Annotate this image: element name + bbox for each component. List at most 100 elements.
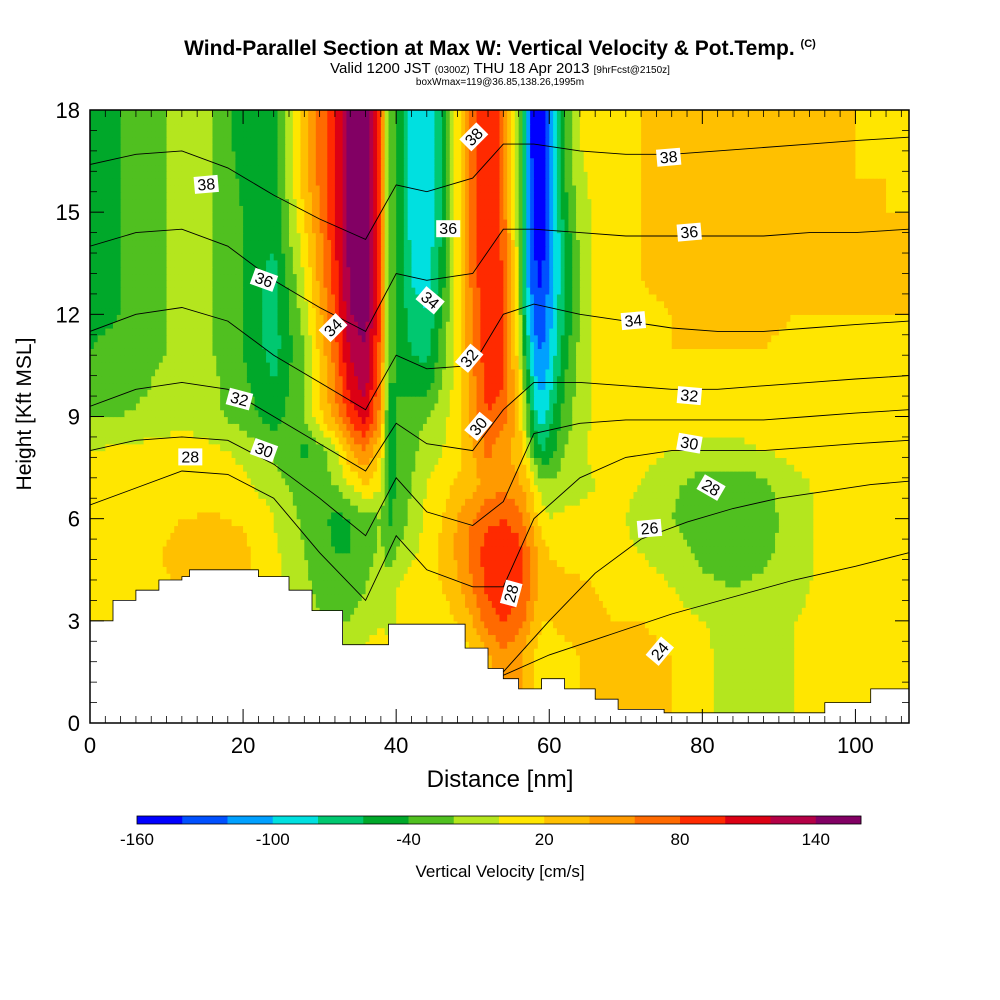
velocity-cell [434,586,439,595]
velocity-cell [541,661,547,670]
velocity-cell [870,661,876,670]
velocity-cell [476,566,481,574]
velocity-cell [595,579,600,588]
velocity-cell [158,566,164,574]
velocity-cell [101,600,106,608]
velocity-cell [717,607,723,615]
velocity-cell [342,614,348,622]
velocity-cell [537,620,543,629]
velocity-cell [422,614,428,622]
velocity-cell [664,593,669,601]
velocity-cell [798,607,803,615]
velocity-cell [522,634,527,642]
velocity-cell [652,586,658,595]
velocity-cell [771,579,776,588]
velocity-cell [572,573,577,581]
velocity-cell [667,668,673,676]
velocity-cell [109,586,114,595]
velocity-cell [805,668,811,676]
velocity-cell [736,695,742,704]
velocity-cell [675,566,680,574]
velocity-cell [403,573,409,581]
velocity-cell [342,586,348,595]
velocity-cell [296,579,302,588]
velocity-cell [629,641,635,649]
velocity-cell [644,573,650,581]
velocity-cell [771,566,776,574]
velocity-cell [687,586,692,595]
velocity-cell [541,586,547,595]
velocity-cell [801,600,807,608]
velocity-cell [422,607,428,615]
velocity-cell [384,573,390,581]
velocity-cell [740,566,746,574]
velocity-cell [595,661,600,670]
velocity-cell [679,600,684,608]
velocity-cell [346,559,351,567]
velocity-cell [101,614,106,622]
velocity-cell [801,648,807,656]
velocity-cell [767,634,772,642]
velocity-cell [870,586,876,595]
velocity-cell [893,648,899,656]
velocity-cell [105,607,110,615]
velocity-cell [606,661,612,670]
velocity-cell [729,579,734,588]
velocity-cell [721,654,726,663]
velocity-cell [771,573,776,581]
velocity-cell [729,627,734,636]
velocity-cell [759,586,765,595]
velocity-cell [874,641,879,649]
velocity-cell [327,600,332,608]
velocity-cell [775,668,780,676]
velocity-cell [786,661,791,670]
velocity-cell [755,675,761,683]
velocity-cell [702,593,707,601]
velocity-cell [851,648,857,656]
velocity-cell [629,695,635,704]
velocity-cell [396,579,401,588]
velocity-cell [373,600,378,608]
velocity-cell [882,586,887,595]
velocity-cell [855,648,860,656]
velocity-cell [400,614,405,622]
velocity-cell [863,573,868,581]
velocity-cell [97,607,103,615]
velocity-cell [889,620,895,629]
velocity-cell [101,559,106,567]
velocity-cell [449,600,455,608]
velocity-cell [824,586,830,595]
velocity-cell [434,579,439,588]
velocity-cell [759,654,765,663]
velocity-cell [843,661,849,670]
velocity-cell [488,648,493,656]
velocity-cell [522,566,527,574]
velocity-cell [641,675,646,683]
velocity-cell [495,593,501,601]
velocity-cell [851,654,857,663]
velocity-cell [373,634,378,642]
velocity-cell [599,620,604,629]
velocity-cell [465,579,470,588]
velocity-cell [847,654,853,663]
velocity-cell [798,661,803,670]
velocity-cell [422,586,428,595]
velocity-cell [510,634,516,642]
velocity-cell [817,682,822,690]
velocity-cell [392,573,397,581]
velocity-cell [893,668,899,676]
velocity-cell [587,614,592,622]
velocity-cell [369,600,374,608]
velocity-cell [790,702,795,710]
velocity-cell [510,654,516,663]
velocity-cell [124,573,129,581]
velocity-cell [135,579,141,588]
velocity-cell [361,593,367,601]
velocity-cell [687,695,692,704]
velocity-cell [583,586,589,595]
velocity-cell [556,634,562,642]
velocity-cell [342,579,348,588]
velocity-cell [583,682,589,690]
velocity-cell [721,668,726,676]
velocity-cell [591,614,596,622]
